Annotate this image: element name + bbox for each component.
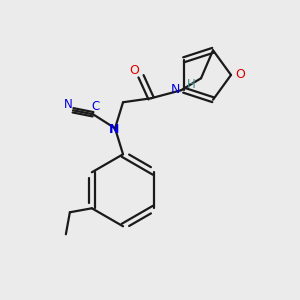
Text: N: N [64,98,72,111]
Text: N: N [170,83,180,96]
Text: O: O [129,64,139,77]
Text: C: C [91,100,99,113]
Text: N: N [109,123,119,136]
Text: O: O [235,68,245,82]
Text: H: H [187,78,195,91]
